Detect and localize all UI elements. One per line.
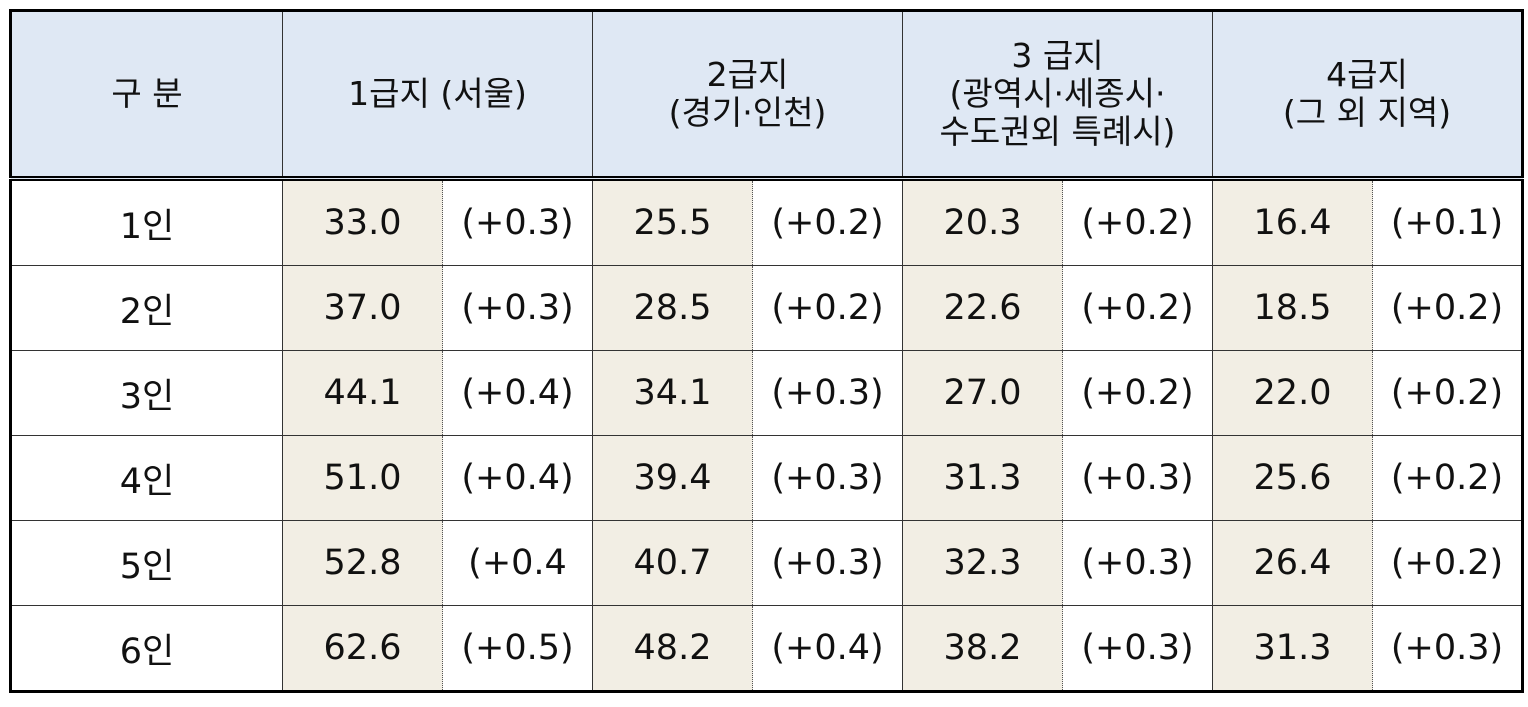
change-cell: (+0.3) xyxy=(1062,435,1213,521)
value-cell: 38.2 xyxy=(902,605,1063,692)
header-cell: 2급지 (경기·인천) xyxy=(592,10,903,181)
row-label: 2인 xyxy=(10,265,283,351)
change-cell: (+0.2) xyxy=(1372,350,1523,436)
change-cell: (+0.4) xyxy=(442,350,593,436)
header-row: 구 분 1급지 (서울) 2급지 (경기·인천) 3 급지 (광역시·세종시· 수도권외 특… xyxy=(10,10,1523,181)
change-cell: (+0.2) xyxy=(752,265,903,351)
change-cell: (+0.2) xyxy=(1372,265,1523,351)
row-label: 1인 xyxy=(10,178,283,266)
change-cell: (+0.3) xyxy=(1372,605,1523,692)
change-cell: (+0.3) xyxy=(752,350,903,436)
header-line: 4급지 xyxy=(1326,55,1408,94)
header-cell: 4급지 (그 외 지역) xyxy=(1212,10,1523,181)
change-cell: (+0.5) xyxy=(442,605,593,692)
header-line: 2급지 xyxy=(706,55,789,94)
value-cell: 20.3 xyxy=(902,178,1063,266)
value-cell: 52.8 xyxy=(282,520,443,606)
change-cell: (+0.2) xyxy=(1372,435,1523,521)
value-cell: 32.3 xyxy=(902,520,1063,606)
table-row: 2인 37.0 (+0.3) 28.5 (+0.2) 22.6 (+0.2) 18.5 (+0.… xyxy=(10,265,1523,351)
table-row: 3인 44.1 (+0.4) 34.1 (+0.3) 27.0 (+0.2) 22.0 (+0.… xyxy=(10,350,1523,436)
change-cell: (+0.3) xyxy=(1062,520,1213,606)
header-line: 구 분 xyxy=(111,74,183,113)
value-cell: 25.5 xyxy=(592,178,753,266)
table-row: 4인 51.0 (+0.4) 39.4 (+0.3) 31.3 (+0.3) 25.6 (+0.… xyxy=(10,435,1523,521)
table-row: 1인 33.0 (+0.3) 25.5 (+0.2) 20.3 (+0.2) 16.4 (+0.… xyxy=(10,178,1523,266)
value-cell: 40.7 xyxy=(592,520,753,606)
value-cell: 26.4 xyxy=(1212,520,1373,606)
value-cell: 31.3 xyxy=(1212,605,1373,692)
value-cell: 39.4 xyxy=(592,435,753,521)
change-cell: (+0.2) xyxy=(1062,265,1213,351)
value-cell: 37.0 xyxy=(282,265,443,351)
value-cell: 34.1 xyxy=(592,350,753,436)
table-row: 6인 62.6 (+0.5) 48.2 (+0.4) 38.2 (+0.3) 31.3 (+0.… xyxy=(10,605,1523,692)
change-cell: (+0.4 xyxy=(442,520,593,606)
value-cell: 48.2 xyxy=(592,605,753,692)
change-cell: (+0.2) xyxy=(752,178,903,266)
change-cell: (+0.2) xyxy=(1372,520,1523,606)
header-cell: 구 분 xyxy=(10,10,283,181)
change-cell: (+0.2) xyxy=(1062,350,1213,436)
value-cell: 27.0 xyxy=(902,350,1063,436)
row-label: 5인 xyxy=(10,520,283,606)
value-cell: 22.0 xyxy=(1212,350,1373,436)
value-cell: 28.5 xyxy=(592,265,753,351)
value-cell: 44.1 xyxy=(282,350,443,436)
change-cell: (+0.3) xyxy=(442,265,593,351)
value-cell: 33.0 xyxy=(282,178,443,266)
header-cell: 1급지 (서울) xyxy=(282,10,593,181)
change-cell: (+0.3) xyxy=(752,435,903,521)
table: 구 분 1급지 (서울) 2급지 (경기·인천) 3 급지 (광역시·세종시· 수도권외 특… xyxy=(9,9,1524,693)
table-row: 5인 52.8 (+0.4 40.7 (+0.3) 32.3 (+0.3) 26.4 (+0.2… xyxy=(10,520,1523,606)
change-cell: (+0.4) xyxy=(752,605,903,692)
header-line: (광역시·세종시· xyxy=(949,74,1166,113)
header-line: 수도권외 특례시) xyxy=(939,112,1176,151)
row-label: 6인 xyxy=(10,605,283,692)
value-cell: 18.5 xyxy=(1212,265,1373,351)
value-cell: 51.0 xyxy=(282,435,443,521)
change-cell: (+0.2) xyxy=(1062,178,1213,266)
value-cell: 25.6 xyxy=(1212,435,1373,521)
change-cell: (+0.3) xyxy=(1062,605,1213,692)
header-line: 1급지 (서울) xyxy=(348,74,527,113)
value-cell: 22.6 xyxy=(902,265,1063,351)
header-line: 3 급지 xyxy=(1011,36,1104,75)
row-label: 4인 xyxy=(10,435,283,521)
row-label: 3인 xyxy=(10,350,283,436)
table-body: 1인 33.0 (+0.3) 25.5 (+0.2) 20.3 (+0.2) 16.4 (+0.… xyxy=(10,178,1523,692)
value-cell: 16.4 xyxy=(1212,178,1373,266)
header-line: (그 외 지역) xyxy=(1282,93,1452,132)
value-cell: 62.6 xyxy=(282,605,443,692)
header-cell: 3 급지 (광역시·세종시· 수도권외 특례시) xyxy=(902,10,1213,181)
change-cell: (+0.3) xyxy=(752,520,903,606)
header-line: (경기·인천) xyxy=(668,93,827,132)
value-cell: 31.3 xyxy=(902,435,1063,521)
change-cell: (+0.4) xyxy=(442,435,593,521)
change-cell: (+0.1) xyxy=(1372,178,1523,266)
change-cell: (+0.3) xyxy=(442,178,593,266)
